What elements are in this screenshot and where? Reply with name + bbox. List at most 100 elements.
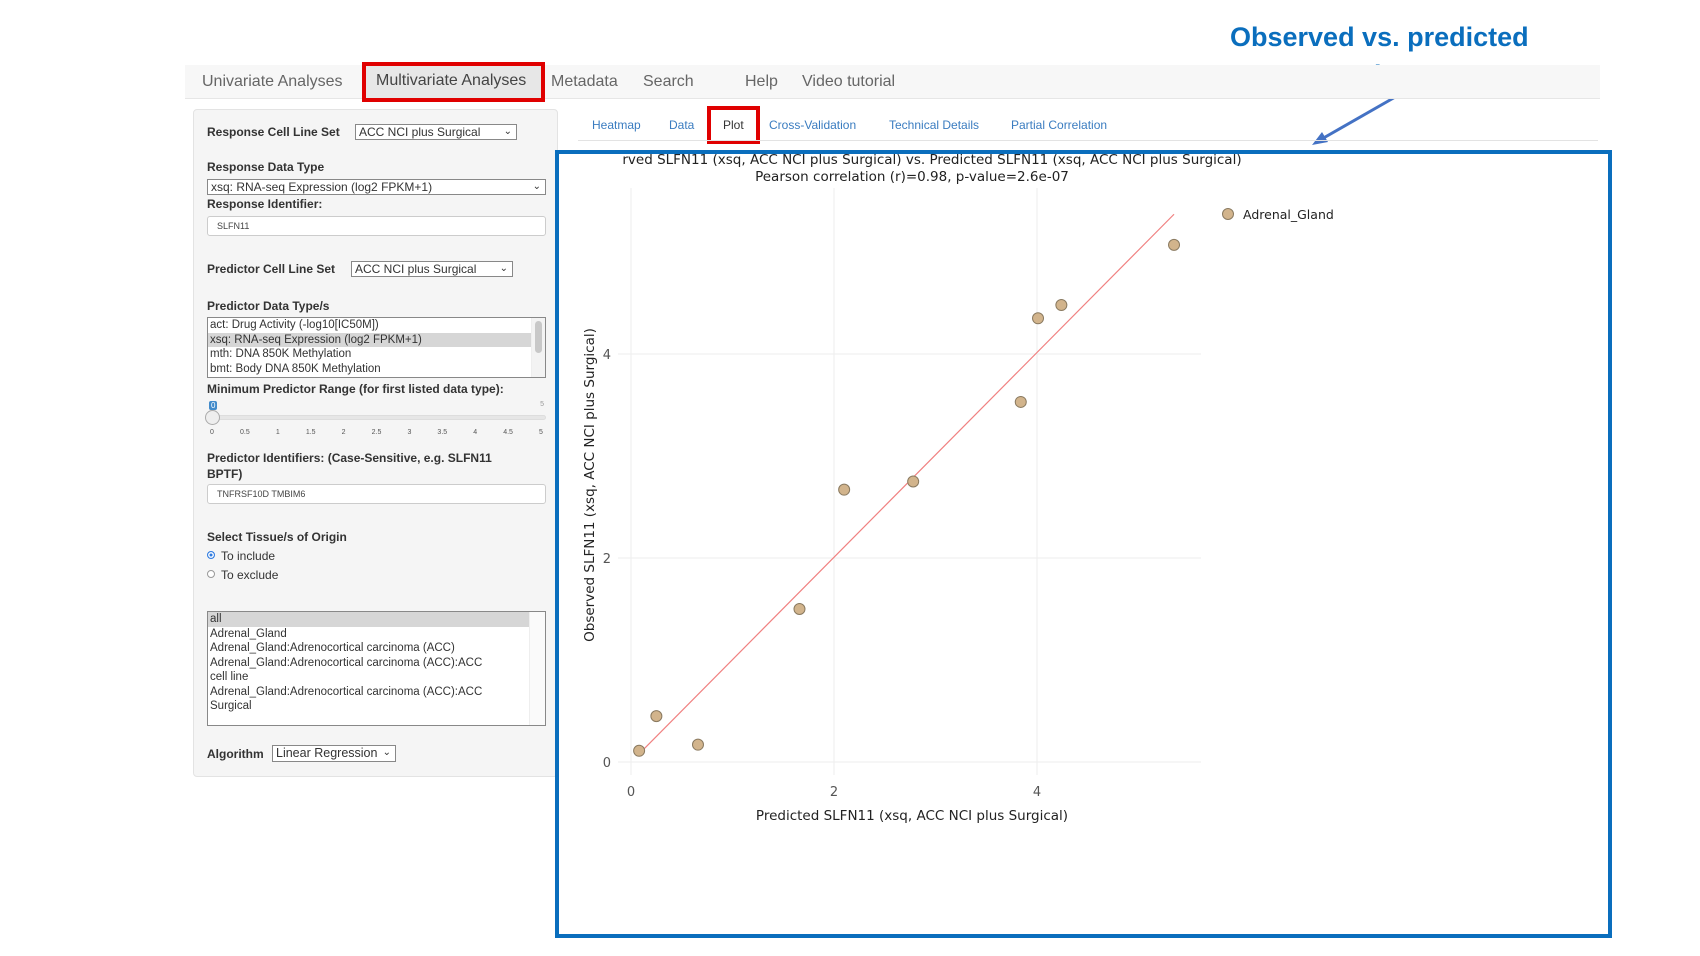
list-item-selected[interactable]: all — [208, 612, 529, 627]
list-item-cont[interactable]: cell line — [210, 671, 249, 683]
slider-tick-label: 3.5 — [437, 429, 448, 436]
algorithm-select[interactable]: Linear Regression ⌄ — [272, 745, 396, 762]
list-item-cont[interactable]: Surgical — [210, 700, 252, 712]
list-item-selected[interactable]: xsq: RNA-seq Expression (log2 FPKM+1) — [208, 332, 531, 347]
data-point[interactable] — [1168, 238, 1181, 251]
response-cell-line-set-label: Response Cell Line Set — [207, 125, 340, 139]
chevron-down-icon: ⌄ — [382, 747, 391, 758]
y-tick-label: 2 — [603, 552, 611, 567]
nav-help[interactable]: Help — [745, 73, 778, 90]
slider-value-badge: 0 — [209, 401, 218, 410]
slider-tick-label: 5 — [539, 429, 543, 436]
radio-label: To exclude — [221, 568, 279, 582]
tab-plot-label: Plot — [723, 118, 744, 132]
select-value: ACC NCI plus Surgical — [359, 125, 481, 139]
min-range-slider[interactable]: 0 5 0 0.5 1 1.5 2 2.5 3 3.5 4 4.5 5 — [205, 401, 546, 441]
list-item[interactable]: act: Drug Activity (-log10[IC50M]) — [210, 319, 379, 331]
list-item[interactable]: Adrenal_Gland:Adrenocortical carcinoma (… — [210, 656, 483, 669]
slider-tick-label: 2 — [341, 429, 346, 436]
data-point[interactable] — [633, 744, 646, 757]
list-item[interactable]: mth: DNA 850K Methylation — [210, 348, 352, 360]
radio-label: To include — [221, 549, 276, 563]
list-item[interactable]: Adrenal_Gland:Adrenocortical carcinoma (… — [210, 642, 455, 654]
select-value: xsq: RNA-seq Expression (log2 FPKM+1) — [211, 180, 433, 194]
tissue-label: Select Tissue/s of Origin — [207, 530, 347, 544]
response-cell-line-set-select[interactable]: ACC NCI plus Surgical ⌄ — [355, 124, 517, 140]
predictor-identifiers-label-2: BPTF) — [207, 467, 243, 481]
nav-metadata[interactable]: Metadata — [551, 73, 618, 90]
response-data-type-select[interactable]: xsq: RNA-seq Expression (log2 FPKM+1) ⌄ — [207, 179, 546, 195]
select-value: Linear Regression — [276, 746, 378, 760]
chart-subtitle: Pearson correlation (r)=0.98, p-value=2.… — [755, 169, 1069, 185]
slider-tick-label: 4 — [473, 429, 478, 436]
radio-exclude[interactable]: To exclude — [207, 568, 278, 582]
list-item[interactable]: Adrenal_Gland — [210, 627, 287, 640]
nav-search[interactable]: Search — [643, 73, 694, 90]
slider-max-label: 5 — [540, 401, 544, 408]
chevron-down-icon: ⌄ — [499, 263, 508, 274]
tab-plot[interactable]: Plot — [707, 106, 760, 144]
tab-data[interactable]: Data — [669, 118, 695, 132]
response-identifier-label: Response Identifier: — [207, 197, 323, 211]
slider-tick-label: 2.5 — [371, 429, 382, 436]
chevron-down-icon: ⌄ — [532, 181, 541, 192]
predictor-data-types-listbox[interactable]: act: Drug Activity (-log10[IC50M]) xsq: … — [207, 317, 546, 378]
tissue-listbox[interactable]: all Adrenal_Gland Adrenal_Gland:Adrenoco… — [207, 611, 546, 726]
response-data-type-label: Response Data Type — [207, 160, 325, 174]
predictor-identifiers-input[interactable]: TNFRSF10D TMBIM6 — [207, 484, 546, 504]
x-tick-label: 4 — [1033, 785, 1041, 800]
radio-include[interactable]: To include — [207, 549, 275, 563]
data-point[interactable] — [691, 738, 704, 751]
data-point[interactable] — [907, 475, 920, 488]
data-point[interactable] — [650, 710, 663, 723]
y-tick-label: 0 — [603, 756, 611, 771]
list-item[interactable]: Adrenal_Gland:Adrenocortical carcinoma (… — [210, 685, 483, 698]
slider-tick-label: 1 — [275, 429, 280, 436]
data-point[interactable] — [1032, 312, 1045, 325]
predictor-identifiers-label: Predictor Identifiers: (Case-Sensitive, … — [207, 451, 492, 465]
slider-tick-label: 1.5 — [305, 429, 316, 436]
data-point[interactable] — [1055, 299, 1068, 312]
legend-label[interactable]: Adrenal_Gland — [1243, 207, 1334, 222]
tab-heatmap[interactable]: Heatmap — [592, 118, 641, 132]
x-tick-label: 0 — [627, 785, 635, 800]
plot-highlight-frame — [555, 150, 1612, 938]
annotation-line-1: Observed vs. predicted — [1230, 22, 1529, 52]
predictor-cell-line-set-label: Predictor Cell Line Set — [207, 262, 336, 276]
radio-checked-icon — [207, 551, 215, 559]
scrollbar[interactable] — [531, 318, 545, 377]
scrollbar[interactable] — [529, 612, 545, 725]
nav-univariate-analyses[interactable]: Univariate Analyses — [202, 73, 343, 90]
slider-tick-label: 3 — [407, 429, 412, 436]
data-point[interactable] — [793, 603, 806, 615]
data-point[interactable] — [1014, 395, 1027, 408]
slider-tick-label: 4.5 — [503, 429, 513, 436]
scrollbar-thumb[interactable] — [535, 321, 542, 353]
select-value: ACC NCI plus Surgical — [355, 262, 477, 276]
min-range-label: Minimum Predictor Range (for first liste… — [207, 382, 504, 396]
nav-multivariate-analyses[interactable]: Multivariate Analyses — [362, 62, 545, 102]
list-item[interactable]: bmt: Body DNA 850K Methylation — [210, 362, 381, 375]
predictor-data-types-label: Predictor Data Type/s — [207, 299, 330, 313]
x-tick-label: 2 — [830, 785, 838, 800]
tab-divider — [578, 140, 1598, 141]
tab-technical-details[interactable]: Technical Details — [889, 118, 980, 132]
sidebar-panel: Response Cell Line Set ACC NCI plus Surg… — [193, 109, 558, 777]
nav-video-tutorial[interactable]: Video tutorial — [802, 73, 896, 90]
annotation-arrow-icon — [1312, 94, 1398, 145]
slider-handle[interactable] — [205, 410, 220, 425]
predictor-cell-line-set-select[interactable]: ACC NCI plus Surgical ⌄ — [351, 261, 513, 277]
tab-cross-validation[interactable]: Cross-Validation — [769, 118, 857, 132]
chevron-down-icon: ⌄ — [503, 126, 512, 137]
nav-multivariate-label: Multivariate Analyses — [376, 72, 527, 89]
data-point[interactable] — [838, 483, 851, 496]
y-axis-label: Observed SLFN11 (xsq, ACC NCI plus Surgi… — [582, 328, 598, 642]
chart-title: rved SLFN11 (xsq, ACC NCI plus Surgical)… — [622, 152, 1241, 168]
response-identifier-input[interactable]: SLFN11 — [207, 216, 546, 236]
tab-partial-correlation[interactable]: Partial Correlation — [1011, 118, 1108, 132]
slider-tick-label: 0.5 — [240, 429, 250, 436]
y-tick-label: 4 — [603, 348, 611, 363]
radio-unchecked-icon — [207, 570, 215, 578]
legend-marker[interactable] — [1222, 208, 1234, 220]
